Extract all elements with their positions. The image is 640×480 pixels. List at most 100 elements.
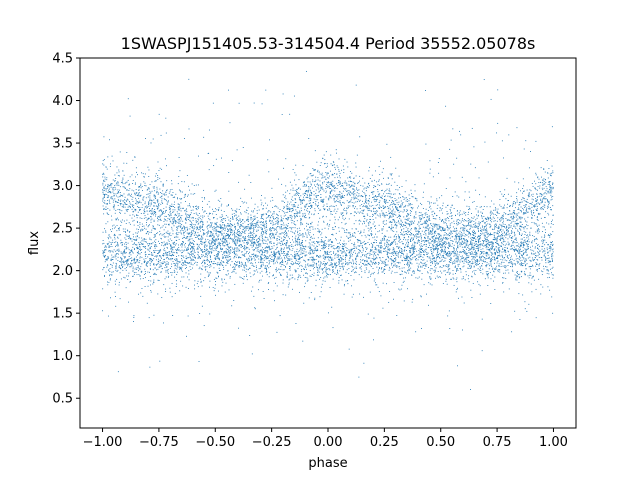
data-point [394, 263, 396, 265]
data-point [446, 251, 448, 253]
data-point [134, 249, 135, 251]
data-point [464, 242, 466, 244]
data-point [380, 245, 382, 247]
data-point [523, 254, 524, 256]
data-point [286, 276, 288, 278]
data-point [118, 169, 120, 171]
data-point [507, 257, 509, 259]
data-point [448, 253, 450, 255]
data-point [126, 267, 127, 268]
data-point [170, 271, 172, 273]
data-point [291, 211, 293, 213]
data-point [369, 222, 371, 224]
data-point [388, 200, 390, 202]
data-point [213, 165, 215, 167]
data-point [317, 269, 319, 271]
data-point [321, 237, 323, 239]
data-point [496, 241, 498, 243]
data-point [207, 224, 209, 226]
data-point [294, 256, 296, 258]
data-point [449, 245, 451, 247]
data-point [276, 238, 278, 240]
data-point [497, 244, 499, 246]
data-point [126, 275, 128, 277]
data-point [466, 240, 468, 242]
data-point [295, 240, 297, 241]
data-point [157, 201, 158, 203]
data-point [224, 218, 226, 219]
data-point [473, 234, 474, 236]
data-point [375, 254, 377, 256]
data-point [226, 244, 228, 246]
data-point [342, 268, 344, 270]
data-point [382, 271, 384, 273]
data-point [446, 252, 448, 254]
data-point [346, 250, 348, 252]
data-point [462, 227, 464, 228]
data-point [292, 264, 294, 266]
data-point [506, 229, 507, 231]
data-point [511, 232, 513, 234]
data-point [127, 230, 129, 232]
data-point [381, 232, 383, 234]
data-point [191, 224, 193, 226]
data-point [477, 211, 479, 213]
data-point [515, 228, 517, 230]
data-point [104, 176, 106, 178]
data-point [481, 233, 483, 235]
data-point [154, 209, 156, 210]
data-point [298, 241, 300, 243]
data-point [316, 195, 318, 196]
data-point [411, 193, 412, 194]
data-point [324, 247, 326, 249]
data-point [472, 245, 474, 247]
data-point [498, 228, 500, 230]
data-point [106, 168, 108, 170]
data-point [396, 262, 398, 263]
data-point [283, 224, 285, 226]
data-point [306, 208, 308, 209]
data-point [276, 269, 278, 271]
data-point [404, 221, 406, 223]
data-point [434, 263, 436, 265]
data-point [547, 234, 549, 236]
data-point [354, 272, 355, 274]
data-point [325, 185, 327, 187]
data-point [255, 262, 256, 264]
data-point [447, 217, 449, 219]
data-point [220, 263, 222, 265]
data-point [525, 209, 527, 211]
data-point [151, 261, 153, 263]
data-point [358, 182, 360, 184]
data-point [393, 218, 395, 220]
data-point [411, 247, 413, 249]
data-point [173, 251, 175, 253]
data-point [503, 238, 505, 240]
data-point [389, 190, 391, 192]
data-point [410, 203, 411, 205]
data-point [190, 242, 192, 244]
data-point [404, 234, 406, 235]
data-point [508, 272, 510, 274]
data-point [505, 265, 507, 267]
data-point [212, 226, 214, 228]
data-point [393, 282, 395, 283]
data-point [120, 252, 122, 254]
data-point [202, 261, 203, 263]
data-point [521, 211, 522, 213]
data-point [494, 276, 496, 278]
data-point [444, 230, 446, 231]
data-point [147, 206, 148, 208]
data-point [134, 257, 136, 259]
data-point [352, 253, 354, 255]
data-point [380, 252, 382, 254]
data-point [506, 247, 508, 249]
data-point [351, 192, 353, 194]
data-point [502, 241, 504, 243]
data-point [263, 231, 265, 233]
data-point [300, 222, 302, 223]
data-point [529, 256, 531, 258]
data-point [292, 227, 294, 229]
data-point [364, 193, 366, 195]
data-point [460, 237, 462, 239]
